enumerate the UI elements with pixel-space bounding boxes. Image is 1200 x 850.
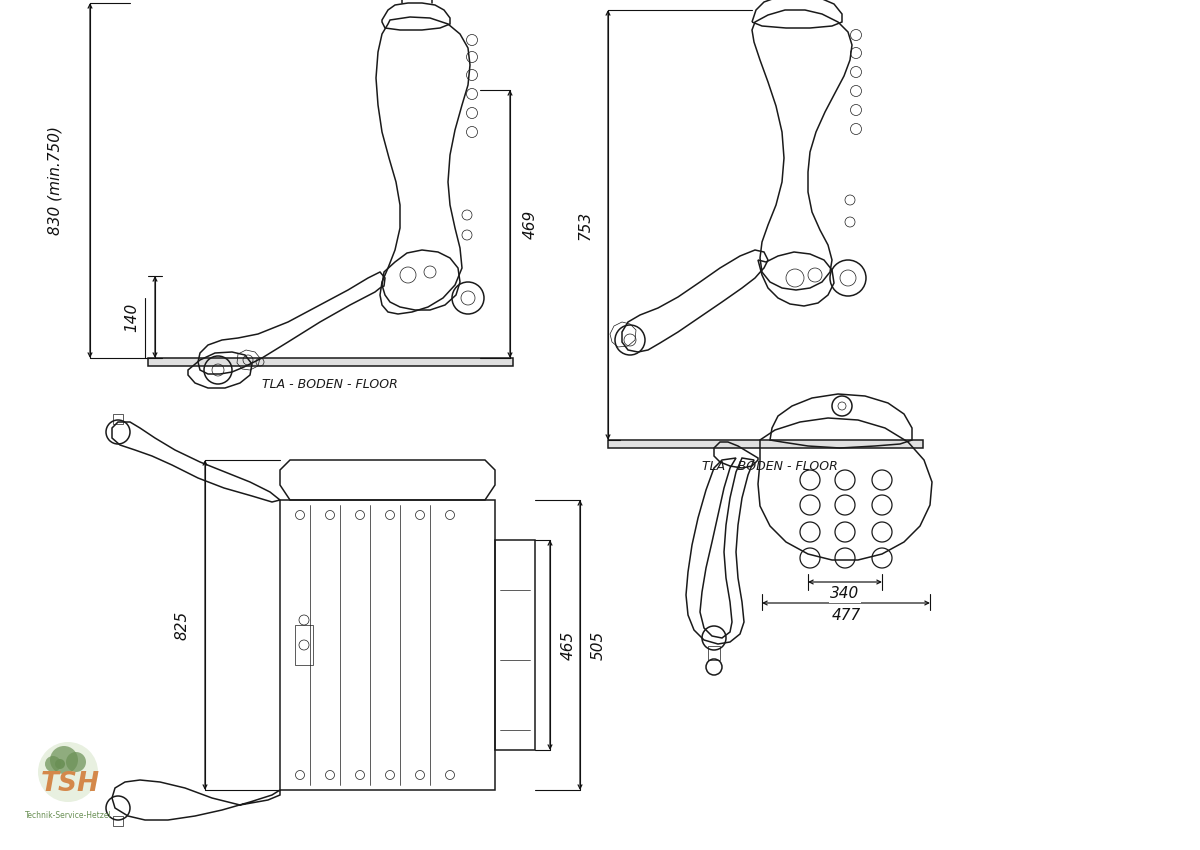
Text: TSH: TSH [41, 771, 100, 797]
Text: Technik-Service-Hetzel: Technik-Service-Hetzel [25, 812, 112, 820]
Text: 140: 140 [125, 303, 139, 332]
Bar [708, 646, 720, 660]
Text: 340: 340 [830, 586, 859, 602]
Text: TLA - BODEN - FLOOR: TLA - BODEN - FLOOR [702, 460, 838, 473]
Text: TLA - BODEN - FLOOR: TLA - BODEN - FLOOR [262, 378, 398, 391]
Circle shape [50, 746, 78, 774]
Circle shape [66, 752, 86, 772]
Bar [608, 440, 923, 448]
Bar [148, 358, 514, 366]
Bar [295, 625, 313, 665]
Bar [113, 414, 124, 424]
Text: 753: 753 [577, 211, 593, 240]
Text: 825: 825 [174, 610, 190, 640]
Text: 505: 505 [590, 631, 606, 660]
Text: 830 (min.750): 830 (min.750) [48, 126, 62, 235]
Circle shape [38, 742, 98, 802]
Text: 477: 477 [832, 609, 860, 624]
Bar [113, 816, 124, 826]
Text: 465: 465 [560, 631, 576, 660]
Text: 469: 469 [522, 209, 538, 239]
Circle shape [55, 759, 65, 769]
Bar [280, 500, 496, 790]
Circle shape [46, 756, 61, 772]
